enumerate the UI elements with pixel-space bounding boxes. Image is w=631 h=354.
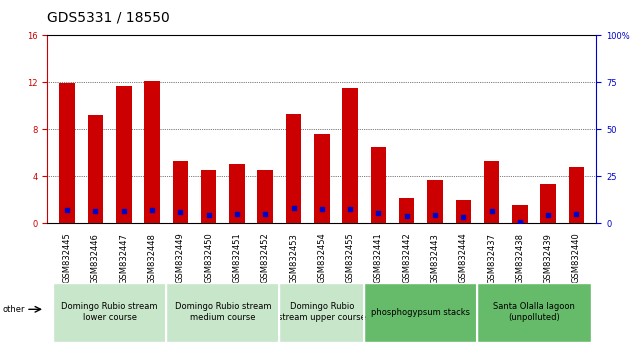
Bar [370,147,386,223]
Bar [427,179,443,223]
Bar [399,198,415,223]
Bar [201,170,216,223]
Bar [172,161,188,223]
Bar [116,86,131,223]
Bar [144,81,160,223]
FancyBboxPatch shape [280,282,364,342]
Bar [512,205,528,223]
FancyBboxPatch shape [53,282,166,342]
FancyBboxPatch shape [166,282,280,342]
Bar [88,115,103,223]
FancyBboxPatch shape [478,282,591,342]
FancyBboxPatch shape [364,282,478,342]
Text: other: other [3,305,25,314]
Text: Domingo Rubio stream
lower course: Domingo Rubio stream lower course [61,302,158,322]
Bar [484,161,499,223]
Bar [569,167,584,223]
Text: Domingo Rubio stream
medium course: Domingo Rubio stream medium course [175,302,271,322]
Bar [59,84,75,223]
Text: GDS5331 / 18550: GDS5331 / 18550 [47,11,170,25]
Bar [314,134,329,223]
Text: Domingo Rubio
stream upper course: Domingo Rubio stream upper course [278,302,366,322]
Text: Santa Olalla lagoon
(unpolluted): Santa Olalla lagoon (unpolluted) [493,302,575,322]
Bar [343,88,358,223]
Bar [257,170,273,223]
Bar [540,184,556,223]
Bar [229,164,245,223]
Bar [456,200,471,223]
Bar [286,114,301,223]
Text: phosphogypsum stacks: phosphogypsum stacks [372,308,470,317]
